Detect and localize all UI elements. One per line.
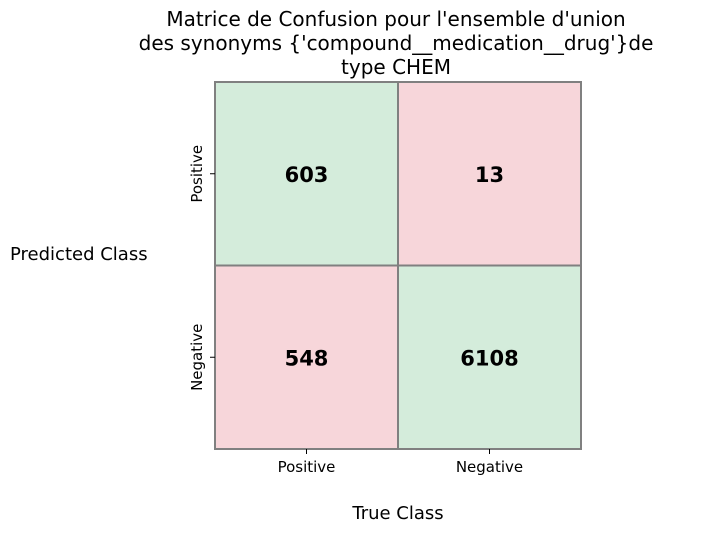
x-tick-label-0: Positive	[278, 458, 336, 476]
x-tick-label-1: Negative	[456, 458, 523, 476]
title-line-1: Matrice de Confusion pour l'ensemble d'u…	[166, 7, 625, 31]
matrix-cells: 603 13 548 6108	[214, 81, 582, 450]
matrix-cell-r1-c0	[214, 264, 399, 450]
y-tick-label-0: Positive	[188, 145, 206, 203]
cell-value-r0-c0: 603	[285, 163, 329, 187]
axis-ticks: Positive Negative Positive Negative	[188, 145, 523, 476]
y-tick-label-1: Negative	[188, 324, 206, 391]
matrix-cell-r0-c1	[397, 81, 582, 267]
chart-title: Matrice de Confusion pour l'ensemble d'u…	[139, 7, 654, 79]
title-line-3: type CHEM	[341, 55, 451, 79]
x-axis-label: True Class	[351, 503, 443, 524]
matrix-cell-r1-c1	[397, 264, 582, 450]
title-line-2: des synonyms {'compound__medication__dru…	[139, 31, 654, 55]
y-axis-label: Predicted Class	[10, 244, 148, 265]
matrix-cell-r0-c0	[214, 81, 399, 267]
cell-value-r0-c1: 13	[475, 163, 504, 187]
cell-value-r1-c1: 6108	[460, 346, 518, 370]
cell-value-r1-c0: 548	[285, 346, 329, 370]
